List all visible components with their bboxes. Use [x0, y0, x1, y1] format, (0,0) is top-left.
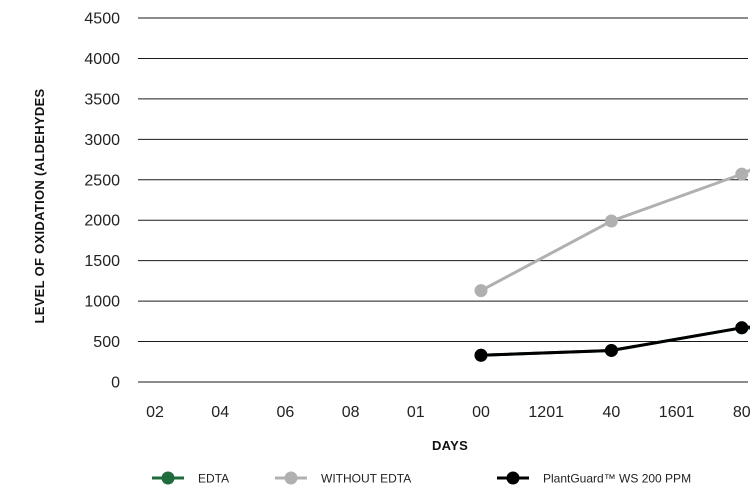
x-tick-label: 1601 — [659, 404, 695, 421]
data-point-plantguard-ws-200-ppm — [604, 343, 618, 357]
legend: EDTA WITHOUT EDTA PlantGuard™ WS 200 PPM — [152, 471, 691, 486]
series-points — [474, 167, 749, 362]
x-tick-label: 00 — [472, 404, 490, 421]
legend-label: WITHOUT EDTA — [321, 472, 411, 486]
y-tick-label: 4500 — [84, 11, 120, 28]
legend-item-without-edta: WITHOUT EDTA — [275, 471, 411, 486]
legend-swatch-marker — [506, 471, 520, 485]
y-tick-label: 2000 — [84, 213, 120, 230]
x-axis-title: DAYS — [432, 438, 468, 453]
y-tick-label: 500 — [93, 334, 120, 351]
legend-item-edta: EDTA — [152, 471, 229, 486]
y-tick-label: 2500 — [84, 172, 120, 189]
x-tick-label: 1201 — [528, 404, 564, 421]
y-axis-ticks: 0 500 1000 1500 2000 2500 3000 3500 4000 4500 — [84, 11, 120, 392]
y-tick-label: 1000 — [84, 294, 120, 311]
legend-swatch-marker — [284, 471, 298, 485]
legend-item-plantguard-ws-200-ppm: PlantGuard™ WS 200 PPM — [497, 471, 691, 486]
x-tick-label: 01 — [407, 404, 425, 421]
y-tick-label: 0 — [111, 375, 120, 392]
y-tick-label: 1500 — [84, 253, 120, 270]
data-point-plantguard-ws-200-ppm — [474, 348, 488, 362]
data-point-without-edta — [604, 214, 618, 228]
data-point-plantguard-ws-200-ppm — [735, 321, 749, 335]
legend-label: PlantGuard™ WS 200 PPM — [543, 472, 691, 486]
y-tick-label: 4000 — [84, 51, 120, 68]
x-tick-label: 06 — [277, 404, 295, 421]
series-line-plantguard-ws-200-ppm — [480, 325, 750, 357]
x-tick-label: 08 — [342, 404, 360, 421]
x-tick-label: 80 — [733, 404, 750, 421]
y-axis-title: LEVEL OF OXIDATION (ALDEHYDES — [32, 88, 47, 323]
series-line-without-edta — [480, 168, 750, 292]
series-lines — [480, 168, 750, 357]
x-tick-label: 40 — [603, 404, 621, 421]
legend-label: EDTA — [198, 472, 229, 486]
legend-swatch-marker — [161, 471, 175, 485]
y-tick-label: 3500 — [84, 91, 120, 108]
y-tick-label: 3000 — [84, 132, 120, 149]
x-tick-label: 02 — [146, 404, 164, 421]
data-point-without-edta — [735, 167, 749, 181]
x-tick-label: 04 — [211, 404, 229, 421]
x-axis-ticks: 02 04 06 08 01 00 1201 40 1601 80 — [146, 404, 750, 421]
data-point-without-edta — [474, 284, 488, 298]
gridlines — [138, 17, 748, 383]
